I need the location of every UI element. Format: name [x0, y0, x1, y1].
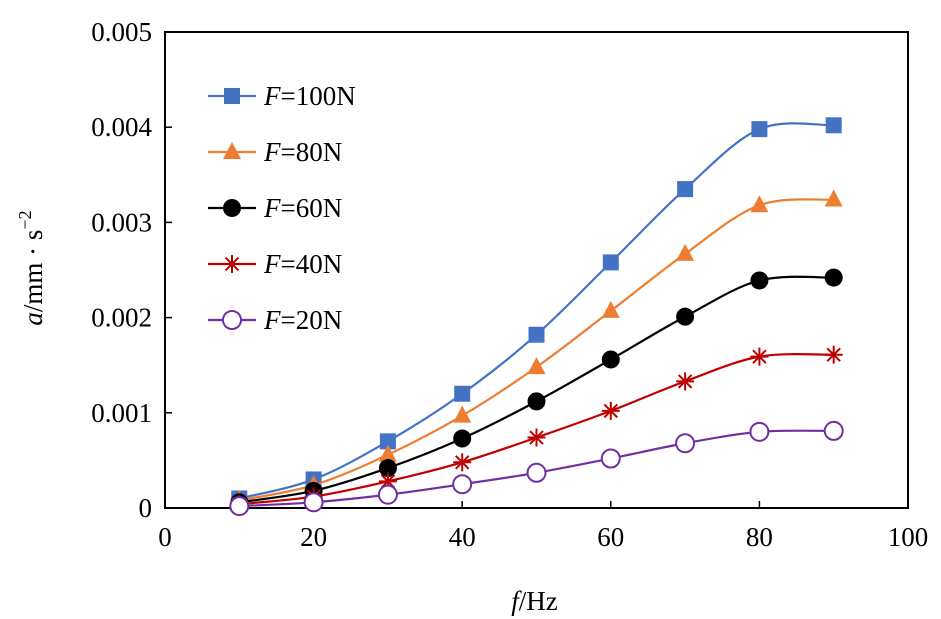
plot-frame	[164, 31, 909, 509]
x-axis-unit: /Hz	[519, 586, 558, 616]
data-point	[601, 350, 620, 369]
legend-label-value: =60N	[281, 193, 343, 223]
data-point	[824, 268, 843, 287]
data-point	[751, 121, 768, 138]
data-point	[527, 392, 546, 411]
data-point	[676, 372, 695, 391]
y-tick-label: 0.002	[91, 303, 152, 333]
data-point	[750, 347, 769, 366]
y-axis-exponent: −2	[15, 210, 35, 229]
legend-item: F=100N	[208, 81, 356, 111]
y-axis-unit: /mm · s	[18, 230, 48, 313]
series-80N	[230, 189, 843, 508]
data-point	[824, 189, 843, 207]
legend-label: F=80N	[263, 137, 342, 167]
data-point	[229, 496, 250, 517]
legend-label-var: F	[263, 81, 281, 111]
x-axis-title: f/Hz	[511, 586, 558, 616]
data-point	[676, 307, 695, 326]
x-tick-label: 20	[300, 522, 327, 552]
y-tick-label: 0	[139, 493, 153, 523]
data-point	[750, 195, 769, 213]
y-tick-label: 0.001	[91, 398, 152, 428]
data-point	[823, 420, 844, 441]
legend-label: F=60N	[263, 193, 342, 223]
axes: 0 20 40 60 80 100 0 0.001 0.002 0.003 0.004 0.005	[91, 17, 928, 552]
legend-item: F=60N	[208, 193, 342, 223]
data-point	[453, 405, 472, 423]
legend-label-var: F	[263, 305, 281, 335]
data-point	[601, 300, 620, 318]
legend-item: F=40N	[208, 249, 342, 279]
data-point	[527, 357, 546, 375]
data-point	[303, 492, 324, 513]
x-tick-label: 100	[888, 522, 929, 552]
legend-item: F=20N	[208, 305, 342, 335]
legend-item: F=80N	[208, 137, 342, 167]
legend-label: F=100N	[263, 81, 356, 111]
data-point	[454, 385, 471, 402]
series-20N	[229, 420, 844, 517]
x-tick-label: 80	[746, 522, 773, 552]
data-point	[453, 453, 472, 472]
legend-label-value: =80N	[281, 137, 343, 167]
data-point	[528, 326, 545, 343]
legend-label: F=40N	[263, 249, 342, 279]
y-axis-variable: a	[18, 312, 48, 326]
data-point	[749, 421, 770, 442]
data-point	[601, 401, 620, 420]
data-point	[377, 484, 398, 505]
legend-marker	[223, 199, 241, 217]
y-tick-label: 0.004	[91, 112, 152, 142]
x-tick-label: 40	[449, 522, 476, 552]
series-layer	[229, 117, 844, 517]
data-point	[452, 474, 473, 495]
data-point	[676, 243, 695, 261]
y-tick-label: 0.003	[91, 207, 152, 237]
data-point	[453, 429, 472, 448]
data-point	[526, 462, 547, 483]
legend-marker	[224, 88, 240, 104]
legend-marker	[223, 142, 241, 159]
legend-label-value: =100N	[281, 81, 356, 111]
data-point	[824, 345, 843, 364]
legend-label-var: F	[263, 137, 281, 167]
legend-label: F=20N	[263, 305, 342, 335]
x-tick-label: 0	[158, 522, 172, 552]
legend-label-value: =20N	[281, 305, 343, 335]
data-point	[675, 433, 696, 454]
data-point	[378, 459, 397, 478]
series-line	[239, 198, 834, 502]
data-point	[825, 117, 842, 134]
legend-label-var: F	[263, 249, 281, 279]
legend-marker	[222, 310, 242, 330]
data-point	[527, 428, 546, 447]
y-axis-title: a/mm · s−2	[15, 210, 48, 325]
x-axis-variable: f	[511, 586, 522, 616]
data-point	[379, 433, 396, 450]
legend-label-var: F	[263, 193, 281, 223]
data-point	[602, 254, 619, 271]
data-point	[378, 444, 397, 462]
data-point	[677, 181, 694, 198]
y-tick-label: 0.005	[91, 17, 152, 47]
legend-marker	[223, 255, 241, 273]
data-point	[750, 271, 769, 290]
data-point	[600, 448, 621, 469]
x-tick-label: 60	[597, 522, 624, 552]
legend-label-value: =40N	[281, 249, 343, 279]
